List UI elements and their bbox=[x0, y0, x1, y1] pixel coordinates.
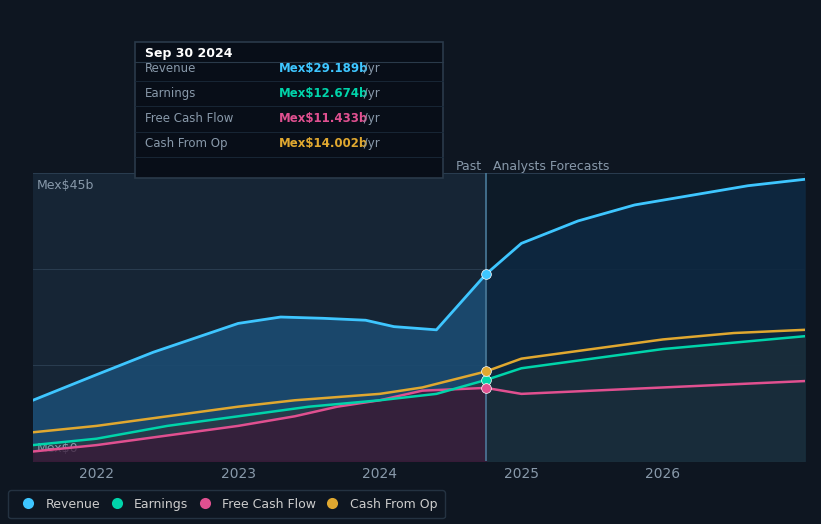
Text: Mex$29.189b: Mex$29.189b bbox=[279, 62, 369, 74]
Text: Sep 30 2024: Sep 30 2024 bbox=[145, 47, 233, 60]
Text: Mex$45b: Mex$45b bbox=[37, 179, 94, 192]
Text: Mex$14.002b: Mex$14.002b bbox=[279, 137, 369, 150]
Bar bbox=[486, 173, 805, 461]
Legend: Revenue, Earnings, Free Cash Flow, Cash From Op: Revenue, Earnings, Free Cash Flow, Cash … bbox=[8, 490, 445, 518]
Bar bbox=[33, 173, 486, 461]
Text: Free Cash Flow: Free Cash Flow bbox=[145, 112, 234, 125]
Text: Cash From Op: Cash From Op bbox=[145, 137, 227, 150]
Text: Mex$12.674b: Mex$12.674b bbox=[279, 87, 369, 100]
Text: Mex$0: Mex$0 bbox=[37, 442, 78, 455]
Text: /yr: /yr bbox=[360, 137, 380, 150]
Text: /yr: /yr bbox=[360, 87, 380, 100]
Text: Earnings: Earnings bbox=[145, 87, 197, 100]
Text: /yr: /yr bbox=[360, 112, 380, 125]
Text: Mex$11.433b: Mex$11.433b bbox=[279, 112, 369, 125]
Text: Past: Past bbox=[456, 160, 482, 173]
Text: /yr: /yr bbox=[360, 62, 380, 74]
Text: Analysts Forecasts: Analysts Forecasts bbox=[493, 160, 609, 173]
Text: Revenue: Revenue bbox=[145, 62, 197, 74]
